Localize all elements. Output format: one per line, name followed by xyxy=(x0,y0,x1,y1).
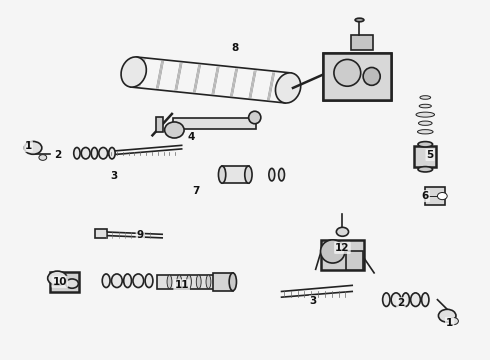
Ellipse shape xyxy=(269,168,275,181)
Circle shape xyxy=(438,193,447,200)
Bar xyxy=(346,251,363,270)
Ellipse shape xyxy=(416,112,435,117)
Text: 2: 2 xyxy=(54,150,61,160)
Circle shape xyxy=(66,279,78,288)
Circle shape xyxy=(48,271,67,285)
Ellipse shape xyxy=(219,166,226,183)
Ellipse shape xyxy=(133,274,144,288)
Bar xyxy=(351,35,373,50)
Ellipse shape xyxy=(383,293,390,306)
Ellipse shape xyxy=(411,293,420,306)
Text: 3: 3 xyxy=(110,171,117,181)
Ellipse shape xyxy=(418,167,433,172)
Bar xyxy=(320,240,365,270)
Text: 3: 3 xyxy=(310,296,317,306)
Ellipse shape xyxy=(245,166,252,183)
Text: 6: 6 xyxy=(422,191,429,201)
Ellipse shape xyxy=(417,130,433,134)
Ellipse shape xyxy=(112,274,122,288)
Circle shape xyxy=(439,309,456,322)
Circle shape xyxy=(449,318,459,325)
Ellipse shape xyxy=(402,293,410,306)
Text: 2: 2 xyxy=(397,298,405,308)
Ellipse shape xyxy=(248,111,261,124)
Ellipse shape xyxy=(206,275,211,289)
Text: 5: 5 xyxy=(426,150,434,160)
Text: 12: 12 xyxy=(335,243,350,253)
Text: 8: 8 xyxy=(232,43,239,53)
Ellipse shape xyxy=(102,274,110,288)
Bar xyxy=(415,146,436,167)
Bar xyxy=(157,275,216,289)
Text: 1: 1 xyxy=(24,141,32,151)
Bar xyxy=(173,118,256,129)
Ellipse shape xyxy=(421,293,429,306)
Ellipse shape xyxy=(145,274,153,288)
Ellipse shape xyxy=(229,273,237,291)
Ellipse shape xyxy=(420,96,431,99)
Bar xyxy=(213,273,233,291)
Ellipse shape xyxy=(334,59,361,86)
Ellipse shape xyxy=(418,121,432,125)
Ellipse shape xyxy=(419,104,431,108)
Bar xyxy=(156,117,163,132)
Text: 7: 7 xyxy=(193,186,200,196)
Ellipse shape xyxy=(109,148,115,159)
Ellipse shape xyxy=(177,275,182,289)
Bar xyxy=(323,53,391,100)
Ellipse shape xyxy=(187,275,192,289)
Bar xyxy=(222,166,248,183)
Bar xyxy=(95,229,107,238)
Ellipse shape xyxy=(165,122,184,138)
Text: 11: 11 xyxy=(174,280,189,291)
Circle shape xyxy=(39,155,47,160)
Text: 1: 1 xyxy=(446,318,453,328)
Bar xyxy=(425,187,445,205)
Ellipse shape xyxy=(363,67,380,85)
Ellipse shape xyxy=(196,275,201,289)
Ellipse shape xyxy=(418,141,433,147)
Ellipse shape xyxy=(81,148,90,159)
Ellipse shape xyxy=(123,274,131,288)
Bar xyxy=(323,53,391,100)
Ellipse shape xyxy=(121,57,147,87)
Circle shape xyxy=(24,141,42,154)
Ellipse shape xyxy=(391,293,401,306)
Text: 9: 9 xyxy=(137,230,144,240)
Text: 4: 4 xyxy=(188,132,195,142)
Ellipse shape xyxy=(99,148,108,159)
Ellipse shape xyxy=(279,168,285,181)
Text: 10: 10 xyxy=(52,277,67,287)
Ellipse shape xyxy=(355,18,364,22)
Ellipse shape xyxy=(320,240,345,263)
Bar xyxy=(50,272,79,292)
Ellipse shape xyxy=(275,73,301,103)
Ellipse shape xyxy=(91,148,98,159)
Ellipse shape xyxy=(167,275,172,289)
Ellipse shape xyxy=(336,227,348,236)
Ellipse shape xyxy=(74,148,80,159)
